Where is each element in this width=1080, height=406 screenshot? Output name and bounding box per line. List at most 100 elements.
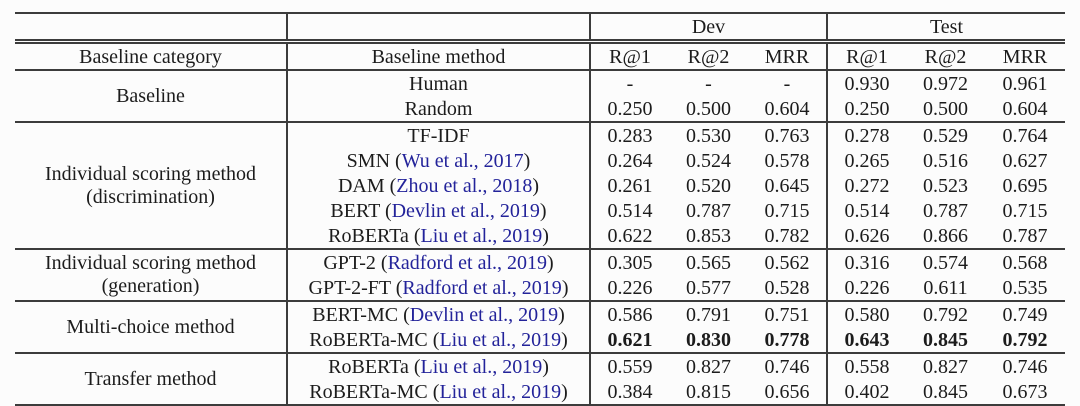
- metric-value: 0.673: [1002, 380, 1048, 403]
- metric-value: 0.792: [1002, 328, 1048, 351]
- method-name: TF-IDF: [407, 124, 470, 147]
- method-name: RoBERTa (: [328, 355, 421, 378]
- metric-value: 0.961: [1002, 72, 1048, 95]
- method-name: ): [561, 276, 569, 299]
- metric-value: 0.626: [844, 224, 890, 247]
- metric-value: 0.535: [1002, 276, 1048, 299]
- citation-link[interactable]: Wu et al., 2017: [401, 149, 524, 172]
- table-row: DAM (Zhou et al., 2018) 0.261 0.520 0.64…: [15, 173, 1065, 198]
- method-cell: GPT-2-FT (Radford et al., 2019): [287, 275, 591, 301]
- metric-value: 0.265: [844, 149, 890, 172]
- dev-group-header: Dev: [590, 13, 828, 44]
- metric-value: 0.523: [923, 174, 968, 197]
- metric-value: 0.830: [686, 328, 731, 351]
- metric-value: 0.250: [844, 97, 890, 120]
- metric-value: 0.827: [686, 355, 731, 378]
- method-name: ): [561, 380, 568, 403]
- metric-value: 0.695: [1002, 174, 1048, 197]
- metric-value: 0.827: [923, 355, 968, 378]
- method-cell: SMN (Wu et al., 2017): [287, 148, 591, 173]
- metric-value: 0.930: [844, 72, 890, 95]
- metric-value: 0.283: [607, 124, 653, 147]
- category-cell: Multi-choice method: [15, 301, 288, 353]
- section-multichoice: Multi-choice method BERT-MC (Devlin et a…: [15, 301, 1066, 353]
- metric-value: 0.272: [844, 174, 890, 197]
- method-name: ): [558, 303, 565, 326]
- table-row: GPT-2-FT (Radford et al., 2019) 0.226 0.…: [15, 275, 1065, 301]
- method-cell: BERT (Devlin et al., 2019): [287, 198, 591, 223]
- method-column-header: Baseline method: [287, 41, 591, 70]
- category-cell: Transfer method: [15, 353, 288, 405]
- metric-value: 0.621: [607, 328, 653, 351]
- method-name: ): [539, 199, 547, 222]
- method-name: RoBERTa-MC (: [309, 328, 440, 351]
- method-cell: RoBERTa-MC (Liu et al., 2019): [287, 379, 591, 405]
- metric-value: 0.514: [607, 199, 653, 222]
- metric-value: 0.402: [844, 380, 890, 403]
- metric-value: 0.316: [844, 251, 890, 274]
- table-header: Dev Test Baseline category Baseline meth…: [15, 13, 1066, 70]
- section-transfer: Transfer method RoBERTa (Liu et al., 201…: [15, 353, 1066, 405]
- metric-value: 0.264: [607, 149, 653, 172]
- metric-value: 0.645: [748, 173, 828, 198]
- method-name: Random: [404, 97, 473, 120]
- method-cell: DAM (Zhou et al., 2018): [287, 173, 591, 198]
- table-row: Individual scoring method (generation) G…: [15, 249, 1065, 301]
- category-label: Individual scoring method: [44, 162, 257, 185]
- citation-link[interactable]: Liu et al., 2019: [420, 224, 543, 247]
- metric-value: 0.845: [923, 328, 968, 351]
- metric-value: 0.656: [748, 379, 828, 405]
- method-name: ): [547, 251, 554, 274]
- metric-value: 0.278: [844, 124, 890, 147]
- section-baseline: Baseline Human - - - 0.930 0.972 0.961 R…: [15, 70, 1066, 122]
- dev-r2-header: R@2: [687, 45, 730, 68]
- citation-link[interactable]: Devlin et al., 2019: [391, 199, 540, 222]
- method-name: RoBERTa (: [328, 224, 421, 247]
- category-label: Transfer method: [84, 367, 217, 390]
- metric-value: -: [748, 70, 828, 96]
- citation-link[interactable]: Radford et al., 2019: [387, 251, 547, 274]
- metric-value: 0.715: [1002, 199, 1048, 222]
- category-cell: Individual scoring method (generation): [15, 249, 288, 301]
- category-column-header: Baseline category: [15, 41, 288, 70]
- metric-value: 0.528: [748, 275, 828, 301]
- test-mrr-header: MRR: [1002, 45, 1048, 68]
- table-row: Multi-choice method BERT-MC (Devlin et a…: [15, 301, 1065, 353]
- results-table: Dev Test Baseline category Baseline meth…: [15, 12, 1066, 406]
- method-name: ): [542, 224, 549, 247]
- metric-value: 0.305: [607, 251, 653, 274]
- citation-link[interactable]: Zhou et al., 2018: [396, 174, 533, 197]
- category-label: Baseline: [116, 84, 185, 107]
- citation-link[interactable]: Liu et al., 2019: [439, 380, 562, 403]
- metric-value: 0.627: [1002, 149, 1048, 172]
- method-cell: RoBERTa (Liu et al., 2019): [287, 223, 591, 249]
- metric-value: 0.611: [923, 276, 968, 299]
- citation-link[interactable]: Liu et al., 2019: [439, 328, 562, 351]
- metric-value: 0.787: [1002, 224, 1048, 247]
- metric-value: 0.226: [607, 276, 653, 299]
- table-row: RoBERTa (Liu et al., 2019) 0.622 0.853 0…: [15, 223, 1065, 249]
- metric-value: 0.643: [844, 328, 890, 351]
- metric-value: -: [626, 72, 634, 95]
- method-cell: RoBERTa (Liu et al., 2019): [287, 353, 591, 379]
- metric-value: 0.782: [748, 223, 828, 249]
- metric-value: 0.516: [923, 149, 968, 172]
- citation-link[interactable]: Radford et al., 2019: [402, 276, 562, 299]
- metric-value: 0.384: [607, 380, 653, 403]
- metric-value: 0.746: [748, 353, 828, 379]
- category-label: Individual scoring method: [44, 252, 257, 274]
- section-generation: Individual scoring method (generation) G…: [15, 249, 1066, 301]
- metric-value: 0.746: [1002, 355, 1048, 378]
- citation-link[interactable]: Devlin et al., 2019: [409, 303, 559, 326]
- citation-link[interactable]: Liu et al., 2019: [420, 355, 543, 378]
- metric-value: 0.866: [923, 224, 968, 247]
- category-cell: Individual scoring method (discriminatio…: [15, 122, 288, 249]
- metric-value: 0.524: [686, 149, 731, 172]
- method-name: SMN (: [346, 149, 402, 172]
- metric-value: 0.500: [686, 97, 731, 120]
- method-name: GPT-2-FT (: [308, 276, 403, 299]
- metric-value: 0.500: [923, 97, 968, 120]
- table-row: Random 0.250 0.500 0.604 0.250 0.500 0.6…: [15, 96, 1065, 122]
- metric-value: 0.529: [923, 124, 968, 147]
